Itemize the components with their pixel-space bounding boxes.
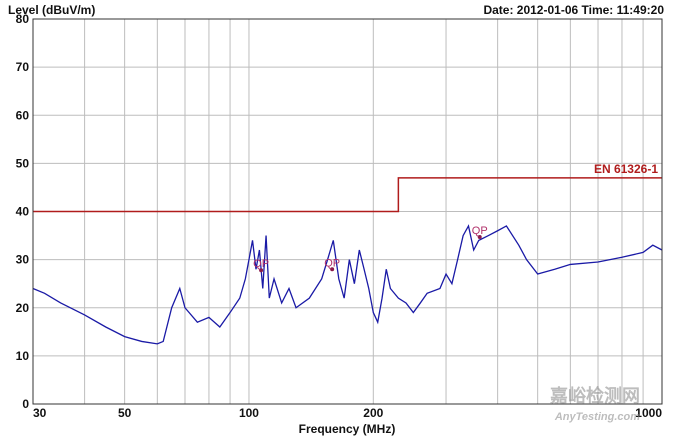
x-axis-label: Frequency (MHz) — [299, 422, 396, 436]
qp-label: QP — [472, 225, 488, 237]
y-tick-label: 30 — [16, 253, 30, 267]
header-date: Date: 2012-01-06 Time: 11:49:20 — [483, 3, 664, 17]
qp-label: QP — [324, 257, 340, 269]
x-tick-label: 30 — [33, 406, 47, 420]
x-tick-label: 200 — [363, 406, 383, 420]
data-line — [32, 224, 663, 345]
limit-label: EN 61326-1 — [594, 162, 658, 176]
y-tick-label: 80 — [16, 12, 30, 26]
y-tick-label: 10 — [16, 349, 30, 363]
y-tick-label: 50 — [16, 156, 30, 170]
qp-marker — [477, 235, 482, 240]
x-tick-label: 100 — [239, 406, 259, 420]
y-tick-label: 60 — [16, 108, 30, 122]
y-tick-label: 70 — [16, 60, 30, 74]
qp-marker — [330, 267, 335, 272]
plot-frame — [32, 18, 663, 405]
watermark: AnyTesting.com — [554, 411, 640, 423]
watermark: 嘉峪检测网 — [549, 385, 640, 406]
x-tick-label: 1000 — [635, 406, 662, 420]
limit-line — [33, 177, 662, 213]
qp-marker — [259, 268, 264, 273]
x-tick-label: 50 — [118, 406, 132, 420]
qp-label: QP — [253, 258, 269, 270]
y-axis-label: Level (dBuV/m) — [8, 3, 95, 17]
y-tick-label: 0 — [22, 397, 29, 411]
y-tick-label: 20 — [16, 301, 30, 315]
y-tick-label: 40 — [16, 205, 30, 219]
